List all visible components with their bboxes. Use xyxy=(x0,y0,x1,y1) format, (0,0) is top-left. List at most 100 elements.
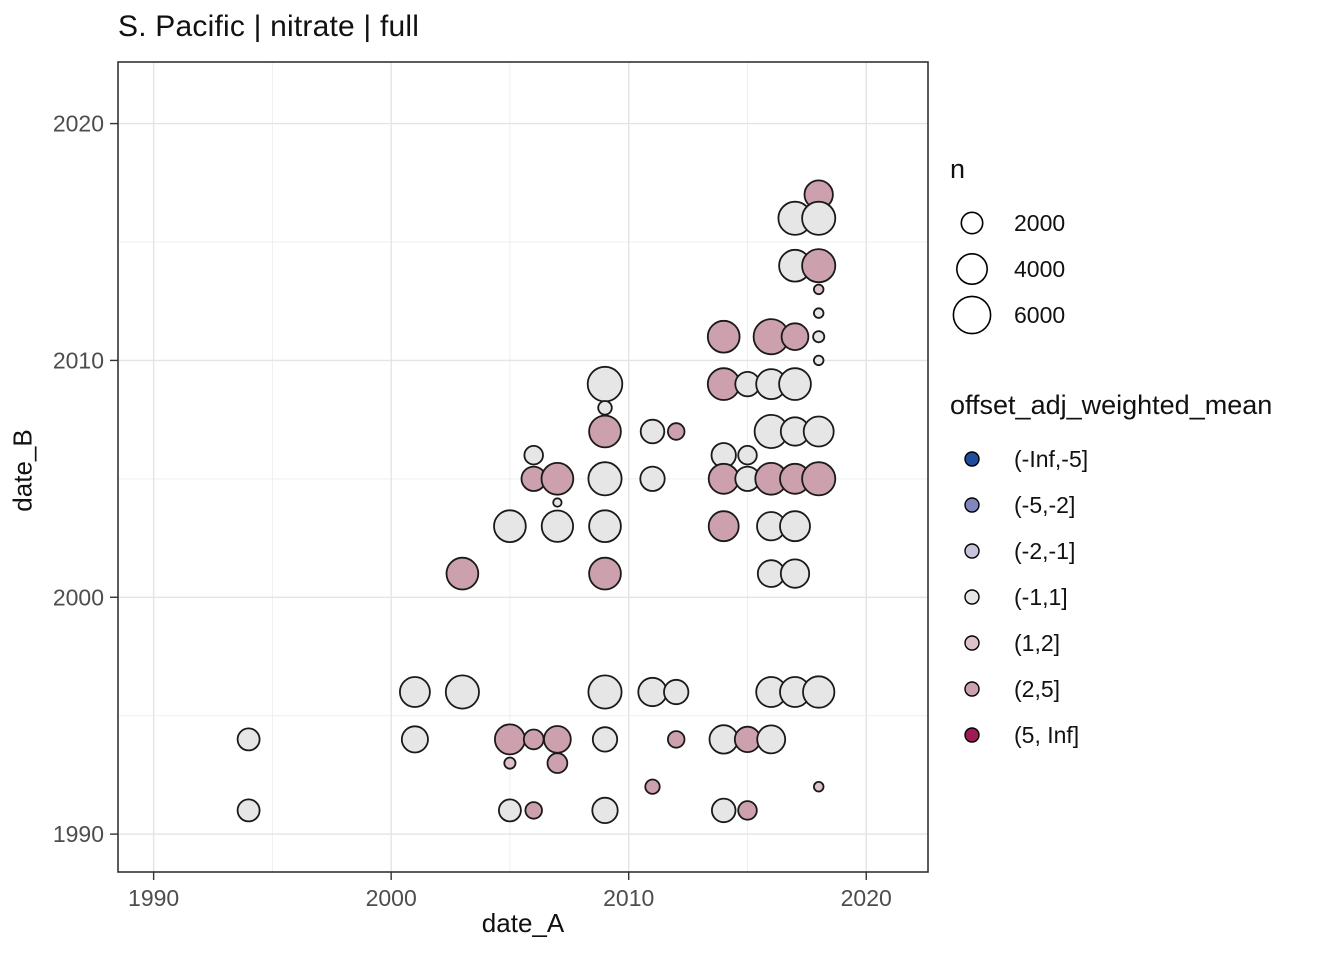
color-legend-title: offset_adj_weighted_mean xyxy=(950,390,1273,420)
x-tick-label: 2010 xyxy=(603,885,654,911)
data-bubble xyxy=(802,675,836,709)
data-bubble xyxy=(597,400,613,416)
data-bubble xyxy=(813,283,825,296)
y-tick-label: 2010 xyxy=(53,347,104,373)
color-legend-label: (5, Inf] xyxy=(1014,721,1080,748)
data-bubble xyxy=(778,367,812,401)
data-bubble xyxy=(813,307,825,319)
color-legend-label: (2,5] xyxy=(1014,675,1061,702)
y-tick-label: 1990 xyxy=(53,821,104,847)
data-bubble xyxy=(444,674,480,710)
data-bubble xyxy=(801,200,837,236)
color-legend-label: (-2,-1] xyxy=(1014,537,1076,564)
data-bubble xyxy=(667,730,686,749)
data-bubble xyxy=(708,724,739,755)
data-bubble xyxy=(737,800,758,821)
data-bubble xyxy=(236,727,261,752)
color-legend-entry: (-5,-2] xyxy=(950,482,1340,528)
data-bubble xyxy=(398,676,431,708)
color-legend-entries: (-Inf,-5] (-5,-2] (-2,-1] (-1,1] (1,2] (2,5] (… xyxy=(950,436,1340,758)
data-bubble xyxy=(587,461,623,497)
size-legend-entry: 4000 xyxy=(950,246,1340,292)
color-legend-entry: (2,5] xyxy=(950,666,1340,712)
data-bubble xyxy=(493,723,526,756)
x-axis-title: date_A xyxy=(481,908,565,938)
data-bubble xyxy=(546,752,569,774)
data-bubble xyxy=(236,798,261,823)
data-bubble xyxy=(523,445,544,466)
size-legend-label: 6000 xyxy=(1014,301,1066,328)
data-bubble xyxy=(663,678,690,706)
data-bubble xyxy=(802,415,835,448)
data-bubble xyxy=(644,778,661,795)
data-bubble xyxy=(707,462,740,495)
data-bubble xyxy=(588,556,622,591)
color-legend-label: (1,2] xyxy=(1014,629,1061,656)
data-bubble xyxy=(779,510,811,543)
color-legend-entry: (5, Inf] xyxy=(950,712,1340,758)
size-legend-entries: 2000 4000 6000 xyxy=(950,200,1340,338)
size-legend-circle-icon xyxy=(960,211,984,235)
data-bubble xyxy=(812,330,826,344)
color-legend-label: (-1,1] xyxy=(1014,583,1068,610)
data-bubble xyxy=(591,726,619,753)
data-bubble xyxy=(801,461,837,497)
data-bubble xyxy=(667,422,686,441)
data-bubble xyxy=(801,248,837,284)
chart-title: S. Pacific | nitrate | full xyxy=(118,10,420,43)
color-legend-entry: (-2,-1] xyxy=(950,528,1340,574)
color-legend-entry: (-Inf,-5] xyxy=(950,436,1340,482)
data-bubble xyxy=(706,319,741,354)
y-axis-title: date_B xyxy=(7,429,38,512)
data-bubble xyxy=(522,728,545,751)
data-bubble xyxy=(540,461,575,496)
color-legend-label: (-5,-2] xyxy=(1014,491,1076,518)
data-bubble xyxy=(711,797,737,824)
data-bubble xyxy=(591,796,619,825)
data-bubble xyxy=(543,725,572,754)
y-tick-label: 2020 xyxy=(53,111,104,137)
data-bubble xyxy=(445,556,480,591)
data-bubble xyxy=(587,674,623,710)
data-bubble xyxy=(400,725,429,754)
data-bubble xyxy=(637,676,668,708)
data-bubble xyxy=(586,365,624,403)
color-legend-label: (-Inf,-5] xyxy=(1014,445,1089,472)
data-bubble xyxy=(779,558,811,589)
color-legend-dot-icon xyxy=(964,543,980,559)
color-legend-entry: (-1,1] xyxy=(950,574,1340,620)
size-legend-circle-icon xyxy=(952,295,992,335)
data-bubble xyxy=(540,509,575,543)
color-legend-entry: (1,2] xyxy=(950,620,1340,666)
size-legend-title: n xyxy=(950,154,966,184)
data-bubble xyxy=(813,354,825,367)
data-bubble xyxy=(497,798,522,823)
size-legend-label: 4000 xyxy=(1014,255,1066,282)
data-bubble xyxy=(588,509,622,544)
data-bubble xyxy=(503,756,517,770)
data-bubble xyxy=(524,801,543,820)
data-bubble xyxy=(707,510,740,543)
color-legend-dot-icon xyxy=(964,451,980,467)
data-bubble xyxy=(588,414,622,449)
data-bubble xyxy=(813,781,825,793)
data-bubble xyxy=(493,509,527,544)
data-bubble xyxy=(756,724,787,755)
color-legend-dot-icon xyxy=(964,635,980,651)
y-tick-label: 2000 xyxy=(53,584,104,610)
data-bubble xyxy=(780,322,810,352)
size-legend-circle-icon xyxy=(956,253,988,285)
x-tick-label: 2000 xyxy=(366,885,417,911)
data-bubble xyxy=(737,445,758,466)
legend: n 2000 4000 6000 offset_adj_weighted_mean … xyxy=(950,152,1340,758)
x-tick-label: 1990 xyxy=(128,885,179,911)
x-tick-label: 2020 xyxy=(841,885,892,911)
size-legend-entry: 6000 xyxy=(950,292,1340,338)
color-legend-dot-icon xyxy=(964,727,980,743)
panel-border xyxy=(117,61,929,873)
data-bubble xyxy=(639,465,666,492)
data-bubble xyxy=(552,497,563,508)
size-legend-label: 2000 xyxy=(1014,209,1066,236)
